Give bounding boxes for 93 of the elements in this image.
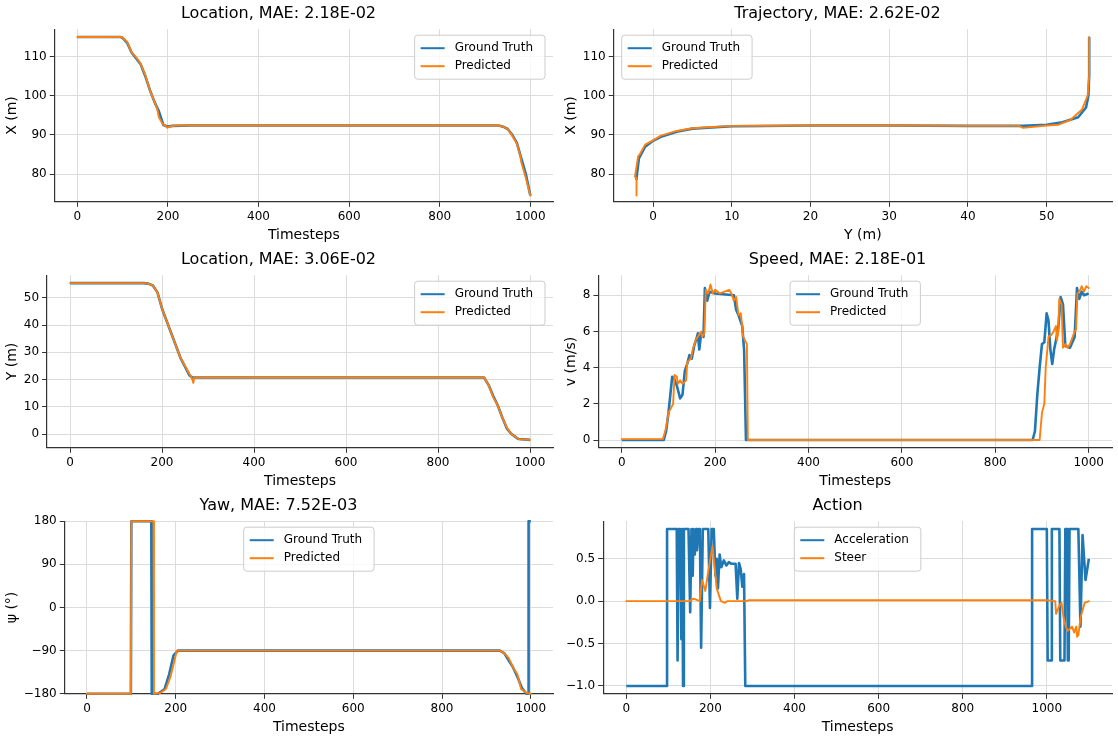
legend-label: Ground Truth: [661, 40, 741, 55]
x-tick-label: 0: [622, 701, 631, 716]
legend-label: Ground Truth: [283, 532, 363, 547]
x-tick-label: 200: [698, 701, 722, 716]
legend-label: Predicted: [454, 58, 511, 73]
x-tick-label: 400: [253, 701, 276, 716]
y-tick-label: 110: [23, 48, 47, 63]
y-tick-label: 20: [23, 371, 40, 386]
y-tick-label: 80: [590, 166, 606, 181]
x-tick-label: 600: [890, 455, 914, 470]
x-axis-title: Timesteps: [266, 226, 340, 243]
x-tick-label: 800: [430, 701, 454, 716]
y-axis-title: X (m): [562, 96, 579, 135]
x-tick-label: 1000: [1031, 701, 1063, 716]
x-axis-title: Timesteps: [271, 718, 345, 735]
y-tick-label: 6: [582, 323, 591, 338]
y-tick-label: 30: [23, 344, 40, 359]
x-tick-label: 1000: [514, 455, 546, 470]
x-tick-label: 40: [960, 209, 976, 224]
y-tick-label: 0: [582, 432, 591, 447]
y-axis-title: v (m/s): [562, 336, 579, 387]
y-tick-label: 8: [582, 287, 591, 302]
y-tick-label: 110: [582, 48, 606, 63]
y-tick-label: −180: [23, 685, 57, 700]
y-tick-label: 90: [590, 127, 606, 141]
x-axis-title: Timesteps: [818, 472, 892, 489]
x-tick-label: 0: [66, 455, 74, 470]
chart-title: Speed, MAE: 2.18E-01: [748, 248, 927, 268]
y-tick-label: −90: [31, 642, 57, 657]
x-tick-label: 400: [783, 701, 806, 716]
x-tick-label: 0: [649, 209, 657, 224]
x-tick-label: 1000: [515, 209, 546, 224]
y-tick-label: 0.0: [576, 593, 596, 608]
y-tick-label: 2: [582, 395, 591, 410]
legend-label: Ground Truth: [454, 40, 534, 55]
y-tick-label: 100: [23, 87, 47, 102]
y-tick-label: 80: [31, 166, 47, 181]
chart-title: Action: [812, 494, 863, 514]
x-tick-label: 200: [150, 455, 174, 470]
y-tick-label: 0: [31, 426, 40, 441]
x-axis-title: Y (m): [843, 226, 882, 243]
y-axis-title: ψ (°): [3, 591, 20, 624]
legend-label: Predicted: [283, 550, 341, 565]
legend-label: Ground Truth: [830, 286, 909, 301]
y-tick-label: 50: [23, 289, 40, 304]
x-tick-label: 200: [164, 701, 188, 716]
y-tick-label: 90: [31, 127, 47, 141]
x-tick-label: 0: [617, 455, 626, 470]
x-tick-label: 200: [703, 455, 727, 470]
x-tick-label: 800: [951, 701, 975, 716]
y-tick-label: 10: [23, 399, 40, 414]
y-tick-label: 0: [49, 599, 57, 614]
x-tick-label: 1000: [515, 701, 547, 716]
chart-title: Trajectory, MAE: 2.62E-02: [733, 2, 941, 22]
legend-label: Predicted: [830, 304, 887, 319]
chart-title: Yaw, MAE: 7.52E-03: [198, 494, 358, 514]
legend-label: Acceleration: [834, 532, 909, 547]
y-tick-label: 40: [23, 317, 40, 332]
x-tick-label: 0: [73, 209, 82, 224]
legend-label: Steer: [834, 550, 867, 565]
x-tick-label: 10: [724, 209, 740, 224]
chart-title: Location, MAE: 2.18E-02: [180, 2, 377, 22]
y-tick-label: 100: [582, 87, 606, 102]
x-tick-label: 400: [247, 209, 271, 224]
x-tick-label: 20: [802, 209, 819, 224]
x-tick-label: 800: [426, 455, 450, 470]
x-tick-label: 200: [156, 209, 180, 224]
legend-label: Predicted: [661, 58, 719, 73]
y-tick-label: 0.5: [576, 550, 596, 565]
y-axis-title: Y (m): [3, 342, 20, 382]
x-tick-label: 30: [881, 209, 897, 224]
x-tick-label: 600: [867, 701, 891, 716]
x-tick-label: 800: [983, 455, 1007, 470]
x-axis-title: Timesteps: [820, 718, 894, 735]
legend-label: Predicted: [454, 304, 511, 319]
x-axis-title: Timesteps: [263, 472, 336, 489]
legend-label: Ground Truth: [454, 286, 534, 301]
x-tick-label: 50: [1039, 209, 1055, 224]
x-tick-label: 1000: [1073, 455, 1104, 470]
x-tick-label: 400: [797, 455, 820, 470]
x-tick-label: 800: [428, 209, 452, 224]
x-tick-label: 600: [341, 701, 365, 716]
y-tick-label: 4: [582, 359, 591, 374]
y-tick-label: 90: [41, 556, 57, 571]
x-tick-label: 600: [337, 209, 361, 224]
x-tick-label: 400: [242, 455, 266, 470]
chart-title: Location, MAE: 3.06E-02: [180, 248, 377, 268]
x-tick-label: 0: [83, 701, 91, 716]
x-tick-label: 600: [334, 455, 358, 470]
y-axis-title: X (m): [3, 96, 20, 135]
y-tick-label: −0.5: [566, 635, 596, 650]
y-tick-label: 180: [33, 513, 57, 528]
y-tick-label: −1.0: [566, 678, 596, 693]
